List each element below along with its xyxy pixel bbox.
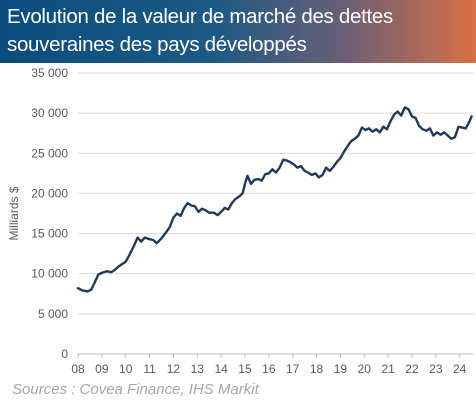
gridlines: [77, 72, 474, 358]
y-tick-label: 25 000: [31, 146, 68, 160]
line-chart-svg: 0 5 000 10 000 15 000 20 000 25 000 30 000 35 0…: [7, 66, 474, 376]
x-tick-label: 18: [310, 362, 324, 376]
x-tick-label: 11: [143, 362, 156, 376]
y-tick-label: 30 000: [31, 106, 68, 120]
x-tick-label: 21: [381, 362, 395, 376]
x-axis-tick-labels: 08 09 10 11 12 13 14 15 16 17 18 19 20 21 22 23 24: [71, 362, 466, 376]
y-tick-label: 35 000: [31, 66, 68, 80]
x-tick-label: 14: [214, 362, 228, 376]
chart-title-line-2: souveraines des pays développés: [7, 33, 307, 56]
x-tick-label: 13: [191, 362, 205, 376]
y-tick-label: 5 000: [38, 307, 68, 321]
x-tick-label: 08: [71, 362, 85, 376]
y-tick-label: 0: [61, 347, 68, 361]
x-tick-label: 16: [262, 362, 276, 376]
source-note: Sources : Covea Finance, IHS Markit: [12, 381, 259, 398]
y-tick-label: 20 000: [31, 186, 68, 200]
x-tick-label: 23: [429, 362, 443, 376]
line-chart: 0 5 000 10 000 15 000 20 000 25 000 30 000 35 0…: [0, 63, 476, 407]
x-tick-label: 20: [358, 362, 372, 376]
chart-title-line-1: Evolution de la valeur de marché des det…: [7, 5, 393, 28]
x-tick-label: 09: [95, 362, 109, 376]
x-tick-label: 24: [453, 362, 467, 376]
y-axis-tick-labels: 0 5 000 10 000 15 000 20 000 25 000 30 000 35 0…: [31, 66, 68, 361]
x-tick-label: 12: [167, 362, 181, 376]
x-tick-label: 10: [119, 362, 133, 376]
y-axis-label: Milliards $: [7, 186, 21, 240]
x-tick-label: 15: [238, 362, 252, 376]
y-tick-label: 10 000: [31, 267, 68, 281]
x-tick-label: 19: [334, 362, 348, 376]
y-tick-label: 15 000: [31, 227, 68, 241]
series-line: [76, 106, 473, 293]
series-layer: [76, 106, 473, 293]
x-tick-label: 17: [286, 362, 300, 376]
x-tick-label: 22: [405, 362, 419, 376]
chart-title-banner: Evolution de la valeur de marché des det…: [0, 0, 476, 63]
